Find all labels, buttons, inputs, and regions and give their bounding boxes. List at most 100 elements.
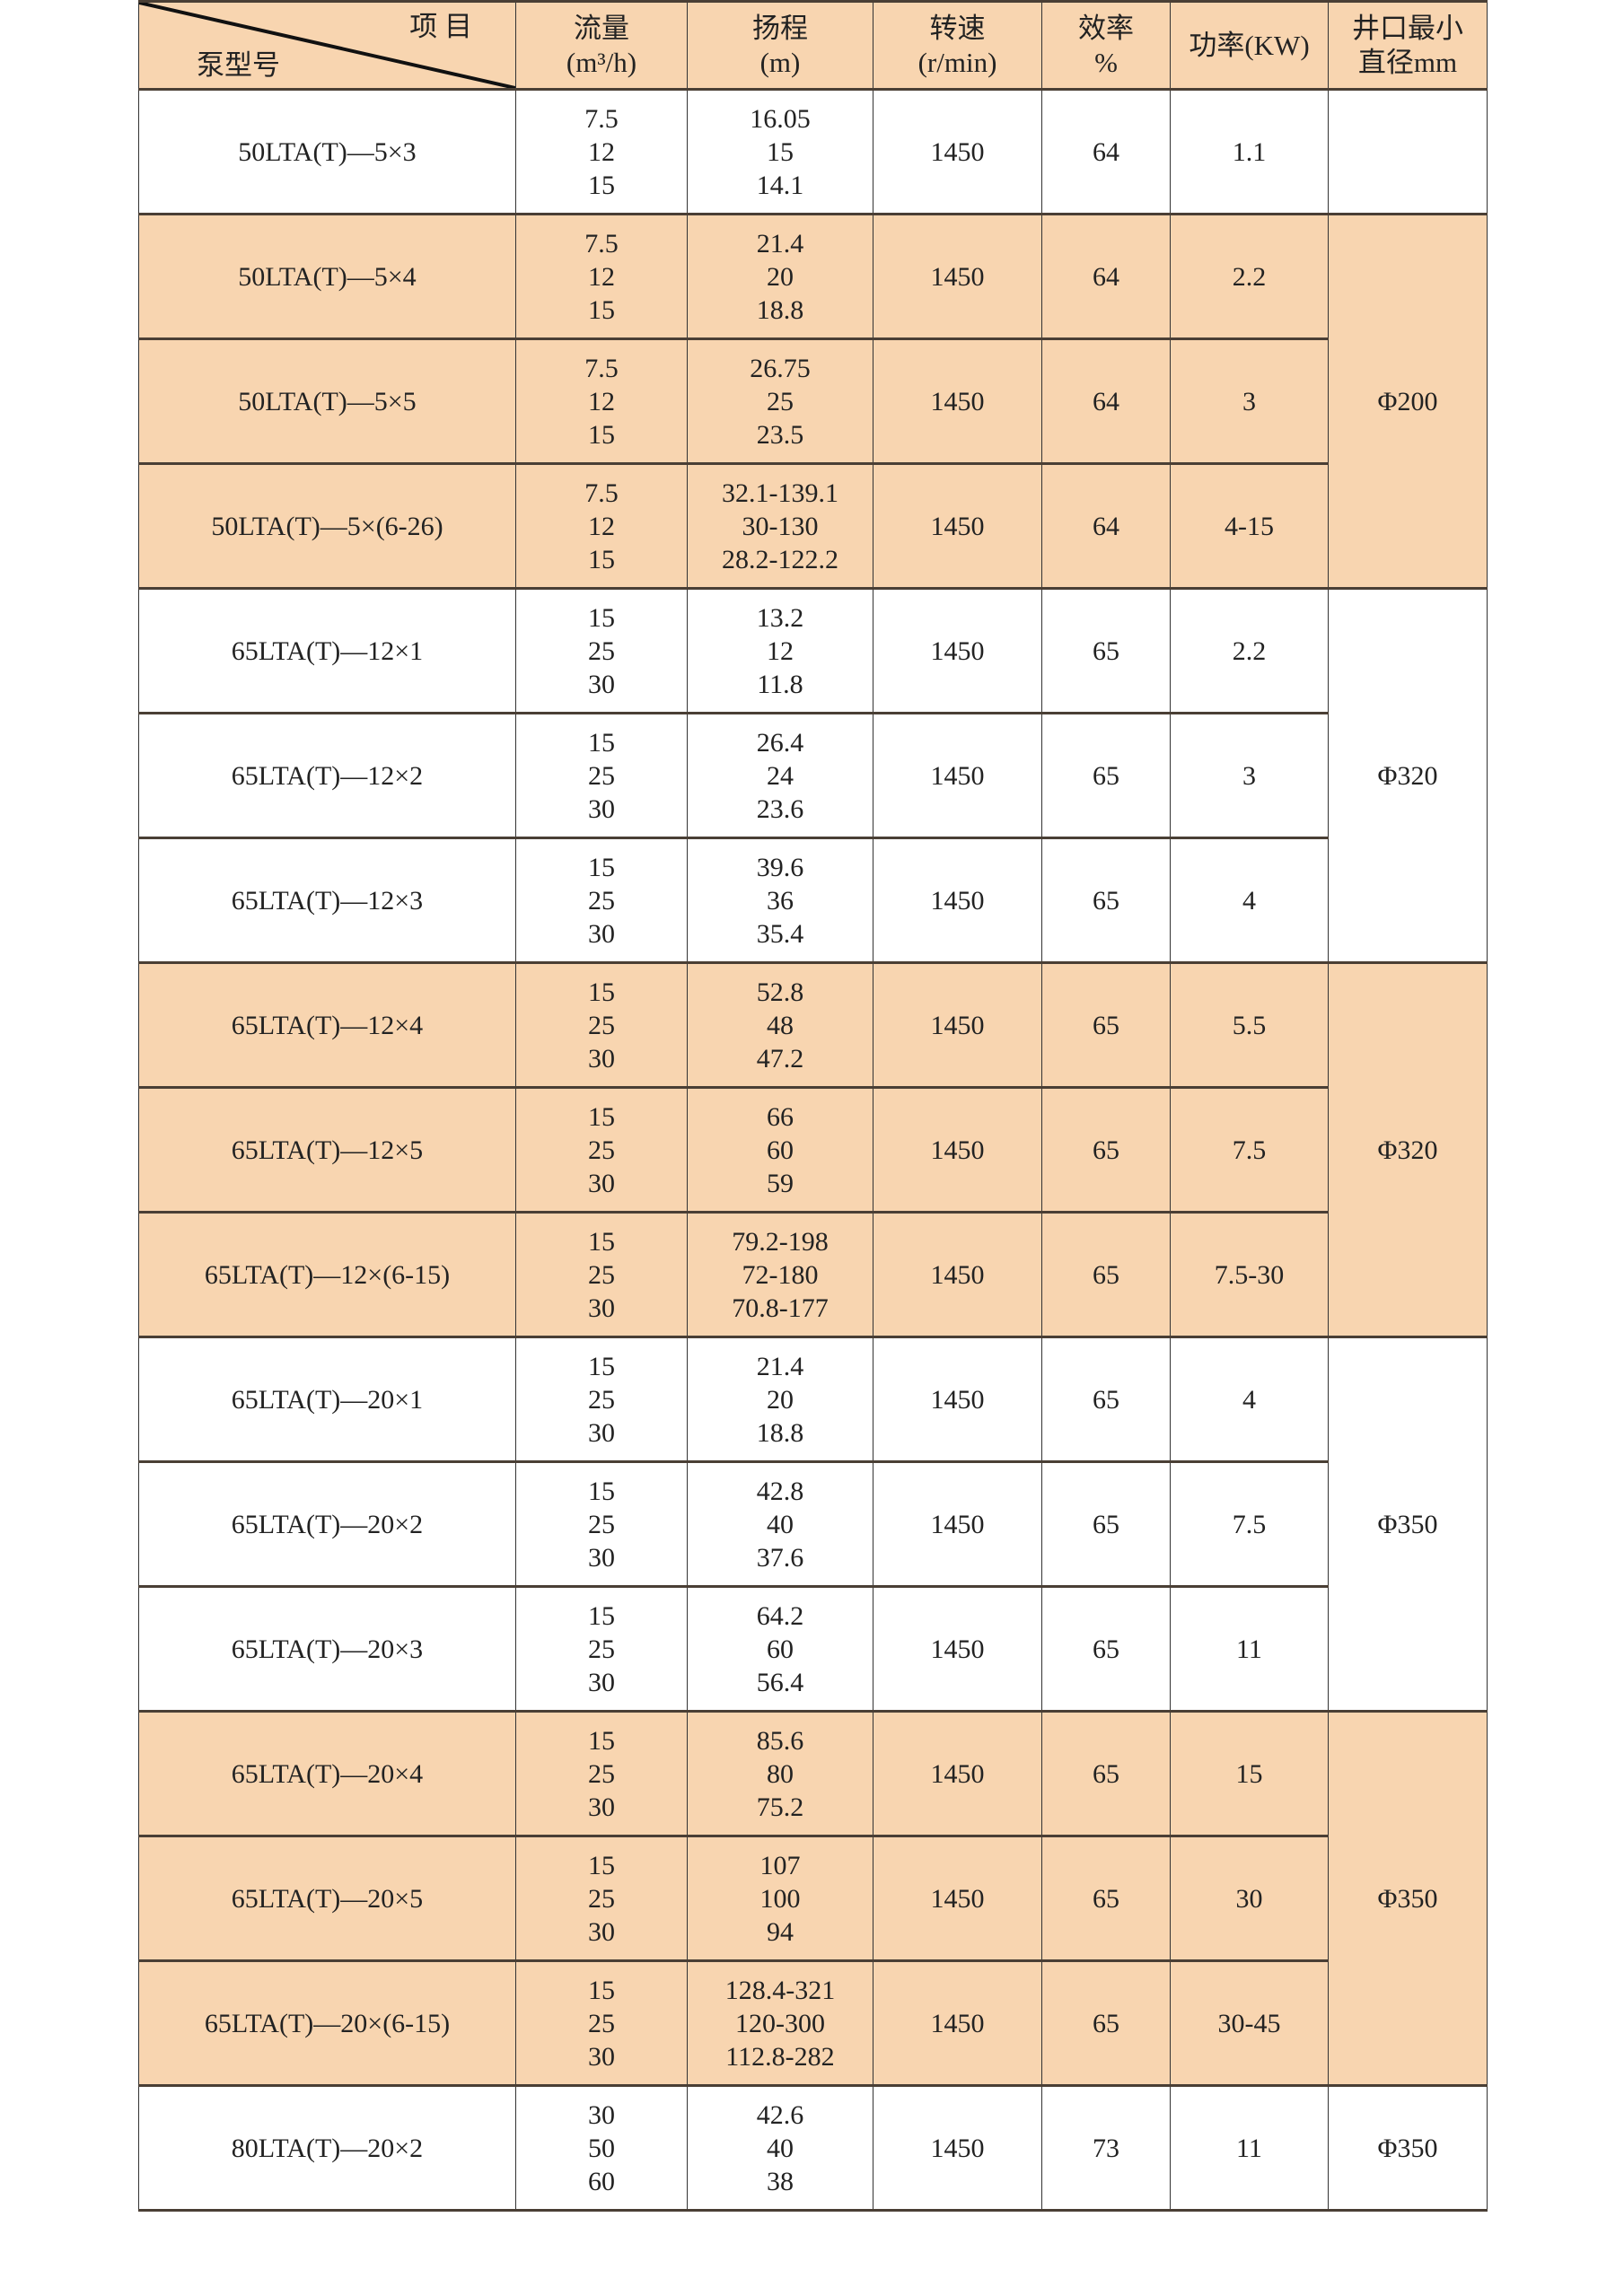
efficiency-cell: 64 <box>1041 337 1171 465</box>
model-cell: 65LTA(T)—12×(6-15) <box>138 1211 516 1338</box>
header-head-label: 扬程 <box>752 12 808 44</box>
speed-cell: 1450 <box>873 712 1042 839</box>
speed-cell: 1450 <box>873 587 1042 714</box>
speed-cell: 1450 <box>873 1835 1042 1962</box>
head-cell-value: 39.6 <box>756 852 804 882</box>
table-row: 65LTA(T)—20×1 15 25 30 21.4 20 18.8 1450 65 4 Φ350 <box>138 1336 1488 1713</box>
head-cell-value: 26.4 <box>756 727 804 758</box>
head-cell-value: 70.8-177 <box>732 1293 829 1323</box>
table-row: 50LTA(T)—5×4 7.5 12 15 21.4 20 18.8 1450 64 2.2 Φ2… <box>138 213 1488 590</box>
flow-cell-value: 15 <box>588 852 615 882</box>
head-cell-value: 18.8 <box>756 1417 804 1448</box>
head-cell-value: 72-180 <box>742 1259 819 1290</box>
well-diameter-cell: Φ200 <box>1328 213 1488 590</box>
well-diameter-cell: Φ350 <box>1328 1710 1488 2087</box>
head-cell: 42.6 40 38 <box>687 2084 873 2212</box>
model-cell: 50LTA(T)—5×4 <box>138 213 516 340</box>
table-row: 50LTA(T)—5×5 7.5 12 15 26.75 25 23.5 1450 64 3 <box>138 337 1488 465</box>
speed-cell: 1450 <box>873 1086 1042 1214</box>
head-cell-value: 128.4-321 <box>724 1975 836 2005</box>
flow-cell-value: 7.5 <box>584 353 619 383</box>
speed-cell: 1450 <box>873 337 1042 465</box>
flow-cell-value: 30 <box>588 1542 615 1573</box>
header-speed-label: 转速 <box>929 12 986 44</box>
header-flow-unit: (m³/h) <box>566 46 637 78</box>
head-cell-value: 14.1 <box>756 170 804 200</box>
flow-cell: 15 25 30 <box>515 587 688 714</box>
model-cell: 65LTA(T)—12×1 <box>138 587 516 714</box>
head-cell-value: 13.2 <box>756 602 804 633</box>
flow-cell: 7.5 12 15 <box>515 213 688 340</box>
table-row: 50LTA(T)—5×(6-26) 7.5 12 15 32.1-139.1 30-130… <box>138 462 1488 590</box>
head-cell-value: 80 <box>767 1758 794 1789</box>
power-cell: 1.1 <box>1170 88 1329 215</box>
power-cell: 30-45 <box>1170 1959 1329 2087</box>
power-cell: 7.5 <box>1170 1460 1329 1588</box>
flow-cell: 15 25 30 <box>515 1460 688 1588</box>
flow-cell-value: 15 <box>588 1850 615 1880</box>
table-row: 80LTA(T)—20×2 30 50 60 42.6 40 38 1450 73 11 Φ350 <box>138 2084 1488 2212</box>
speed-cell: 1450 <box>873 837 1042 964</box>
header-head-unit: (m) <box>759 46 801 78</box>
head-cell-value: 56.4 <box>756 1667 804 1697</box>
table-row: 65LTA(T)—12×1 15 25 30 13.2 12 11.8 1450 65 2.2 Φ3… <box>138 587 1488 964</box>
table-row: 65LTA(T)—12×5 15 25 30 66 60 59 1450 65 7.5 <box>138 1086 1488 1214</box>
head-cell-value: 120-300 <box>735 2008 825 2038</box>
flow-cell-value: 15 <box>588 1476 615 1506</box>
head-cell: 13.2 12 11.8 <box>687 587 873 714</box>
head-cell: 26.4 24 23.6 <box>687 712 873 839</box>
flow-cell-value: 25 <box>588 1259 615 1290</box>
flow-cell-value: 25 <box>588 1634 615 1664</box>
efficiency-cell: 65 <box>1041 1211 1171 1338</box>
flow-cell-value: 50 <box>588 2133 615 2163</box>
power-cell: 11 <box>1170 2084 1329 2212</box>
flow-cell: 15 25 30 <box>515 1211 688 1338</box>
head-cell-value: 20 <box>767 261 794 292</box>
head-cell: 16.05 15 14.1 <box>687 88 873 215</box>
head-cell-value: 11.8 <box>757 669 803 699</box>
head-cell-value: 60 <box>767 1135 794 1165</box>
efficiency-cell: 64 <box>1041 213 1171 340</box>
flow-cell: 15 25 30 <box>515 1710 688 1837</box>
head-cell-value: 35.4 <box>756 918 804 949</box>
head-cell-value: 85.6 <box>756 1725 804 1756</box>
flow-cell-value: 30 <box>588 1792 615 1822</box>
flow-cell-value: 30 <box>588 2041 615 2072</box>
header-row: 项 目 泵型号 流量 (m³/h) 扬程 (m) 转速 (r/min) 效率% 功率(… <box>138 0 1488 91</box>
flow-cell-value: 15 <box>588 727 615 758</box>
flow-cell-value: 25 <box>588 760 615 791</box>
head-cell: 85.6 80 75.2 <box>687 1710 873 1837</box>
flow-cell-value: 25 <box>588 2008 615 2038</box>
flow-cell-value: 15 <box>588 544 615 574</box>
flow-cell-value: 30 <box>588 669 615 699</box>
head-cell-value: 40 <box>767 1509 794 1539</box>
model-cell: 80LTA(T)—20×2 <box>138 2084 516 2212</box>
flow-cell-value: 60 <box>588 2166 615 2196</box>
flow-cell-value: 15 <box>588 1351 615 1381</box>
power-cell: 15 <box>1170 1710 1329 1837</box>
head-cell: 21.4 20 18.8 <box>687 1336 873 1463</box>
header-item: 项 目 <box>409 11 472 42</box>
head-cell-value: 26.75 <box>750 353 811 383</box>
well-diameter-cell: Φ320 <box>1328 587 1488 964</box>
head-cell-value: 23.5 <box>756 419 804 450</box>
head-cell-value: 24 <box>767 760 794 791</box>
flow-cell-value: 30 <box>588 1043 615 1074</box>
head-cell: 39.6 36 35.4 <box>687 837 873 964</box>
flow-cell-value: 15 <box>588 294 615 325</box>
head-cell-value: 42.6 <box>756 2099 804 2130</box>
head-cell-value: 59 <box>767 1168 794 1198</box>
flow-cell: 7.5 12 15 <box>515 462 688 590</box>
flow-cell-value: 30 <box>588 1417 615 1448</box>
flow-cell: 7.5 12 15 <box>515 88 688 215</box>
table-row: 65LTA(T)—12×(6-15) 15 25 30 79.2-198 72-180 70… <box>138 1211 1488 1338</box>
head-cell-value: 75.2 <box>756 1792 804 1822</box>
efficiency-cell: 65 <box>1041 961 1171 1089</box>
model-cell: 65LTA(T)—12×2 <box>138 712 516 839</box>
power-cell: 4 <box>1170 837 1329 964</box>
head-cell: 79.2-198 72-180 70.8-177 <box>687 1211 873 1338</box>
head-cell-value: 16.05 <box>750 103 811 134</box>
flow-cell-value: 30 <box>588 1293 615 1323</box>
speed-cell: 1450 <box>873 1460 1042 1588</box>
well-diameter-cell: Φ350 <box>1328 1336 1488 1713</box>
